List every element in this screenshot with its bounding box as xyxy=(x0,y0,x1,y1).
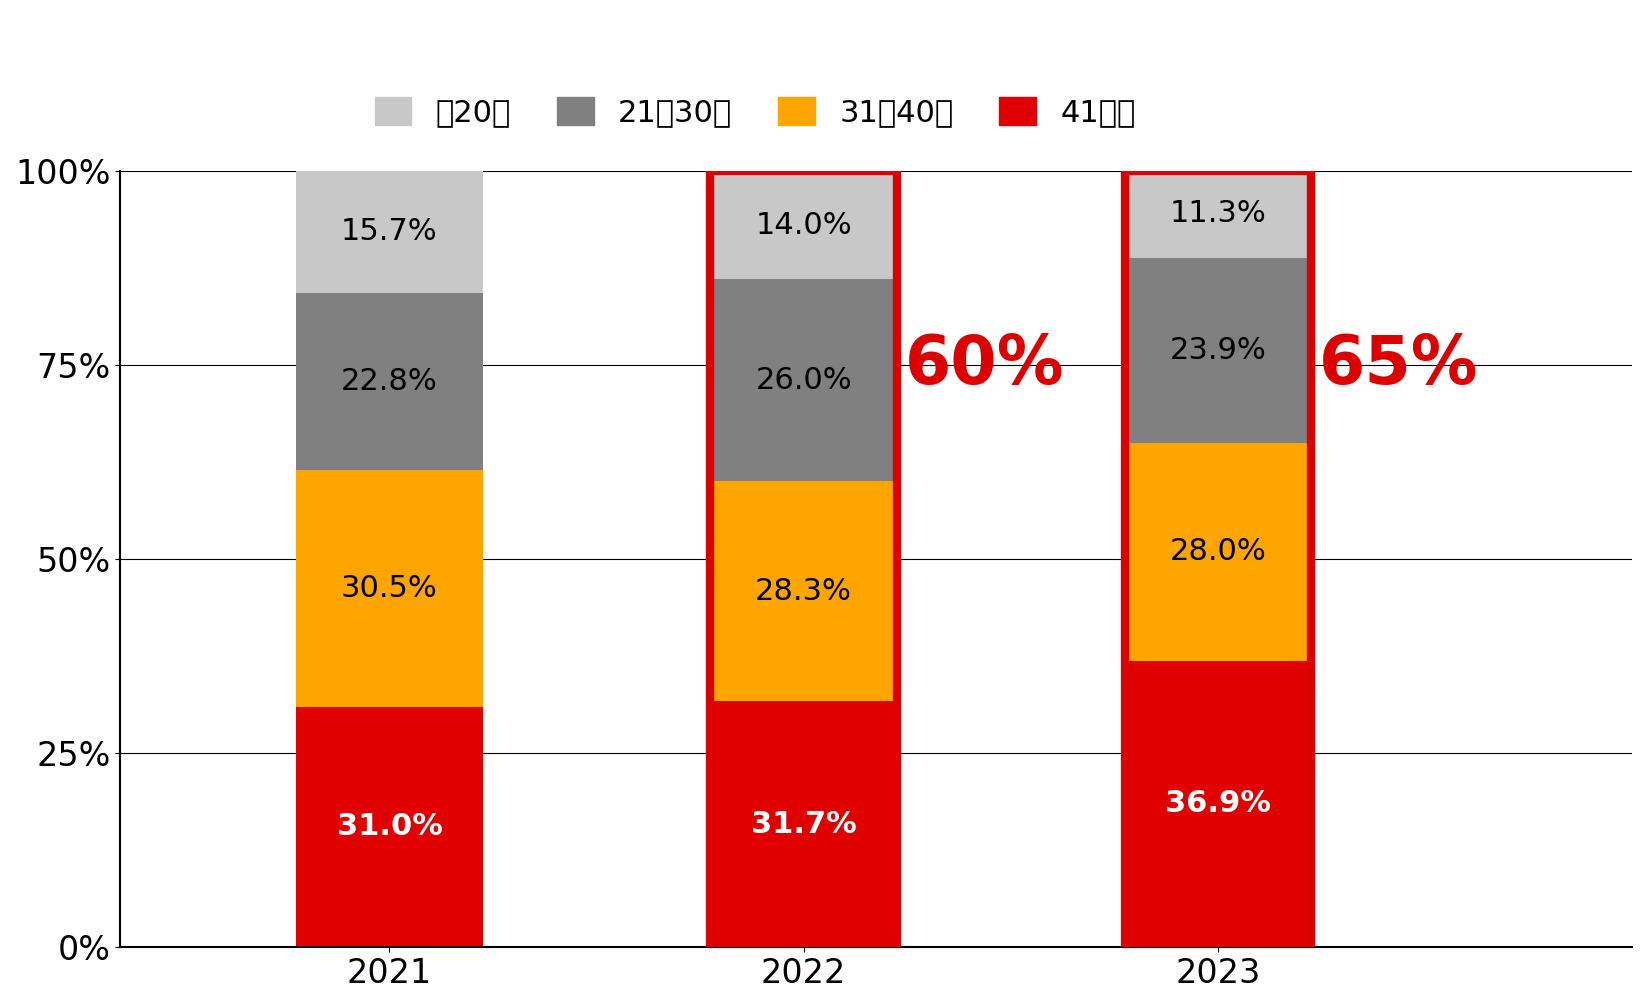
Bar xyxy=(296,469,483,707)
Text: 30.5%: 30.5% xyxy=(341,574,438,603)
Text: 26.0%: 26.0% xyxy=(756,366,851,395)
Bar xyxy=(710,171,898,948)
Legend: ～20年, 21～30年, 31～40年, 41年～: ～20年, 21～30年, 31～40年, 41年～ xyxy=(362,85,1148,140)
Text: 14.0%: 14.0% xyxy=(756,210,851,239)
Text: 11.3%: 11.3% xyxy=(1169,199,1267,228)
Bar xyxy=(710,279,898,481)
Bar xyxy=(710,481,898,701)
Bar xyxy=(1125,257,1311,443)
Bar xyxy=(1125,660,1311,948)
Bar xyxy=(1125,443,1311,660)
Text: 31.7%: 31.7% xyxy=(751,810,856,839)
Text: 31.0%: 31.0% xyxy=(336,812,443,841)
Bar xyxy=(296,171,483,292)
Bar xyxy=(1125,171,1311,948)
Bar xyxy=(296,292,483,469)
Text: 23.9%: 23.9% xyxy=(1169,336,1267,365)
Text: 60%: 60% xyxy=(906,332,1064,398)
Text: 28.3%: 28.3% xyxy=(756,577,851,606)
Text: 22.8%: 22.8% xyxy=(341,367,438,396)
Bar xyxy=(1125,170,1311,257)
Text: 65%: 65% xyxy=(1319,332,1479,398)
Bar xyxy=(296,707,483,948)
Text: 15.7%: 15.7% xyxy=(341,217,438,246)
Text: 28.0%: 28.0% xyxy=(1169,538,1267,567)
Text: 36.9%: 36.9% xyxy=(1164,790,1271,818)
Bar xyxy=(710,701,898,948)
Bar xyxy=(710,171,898,279)
